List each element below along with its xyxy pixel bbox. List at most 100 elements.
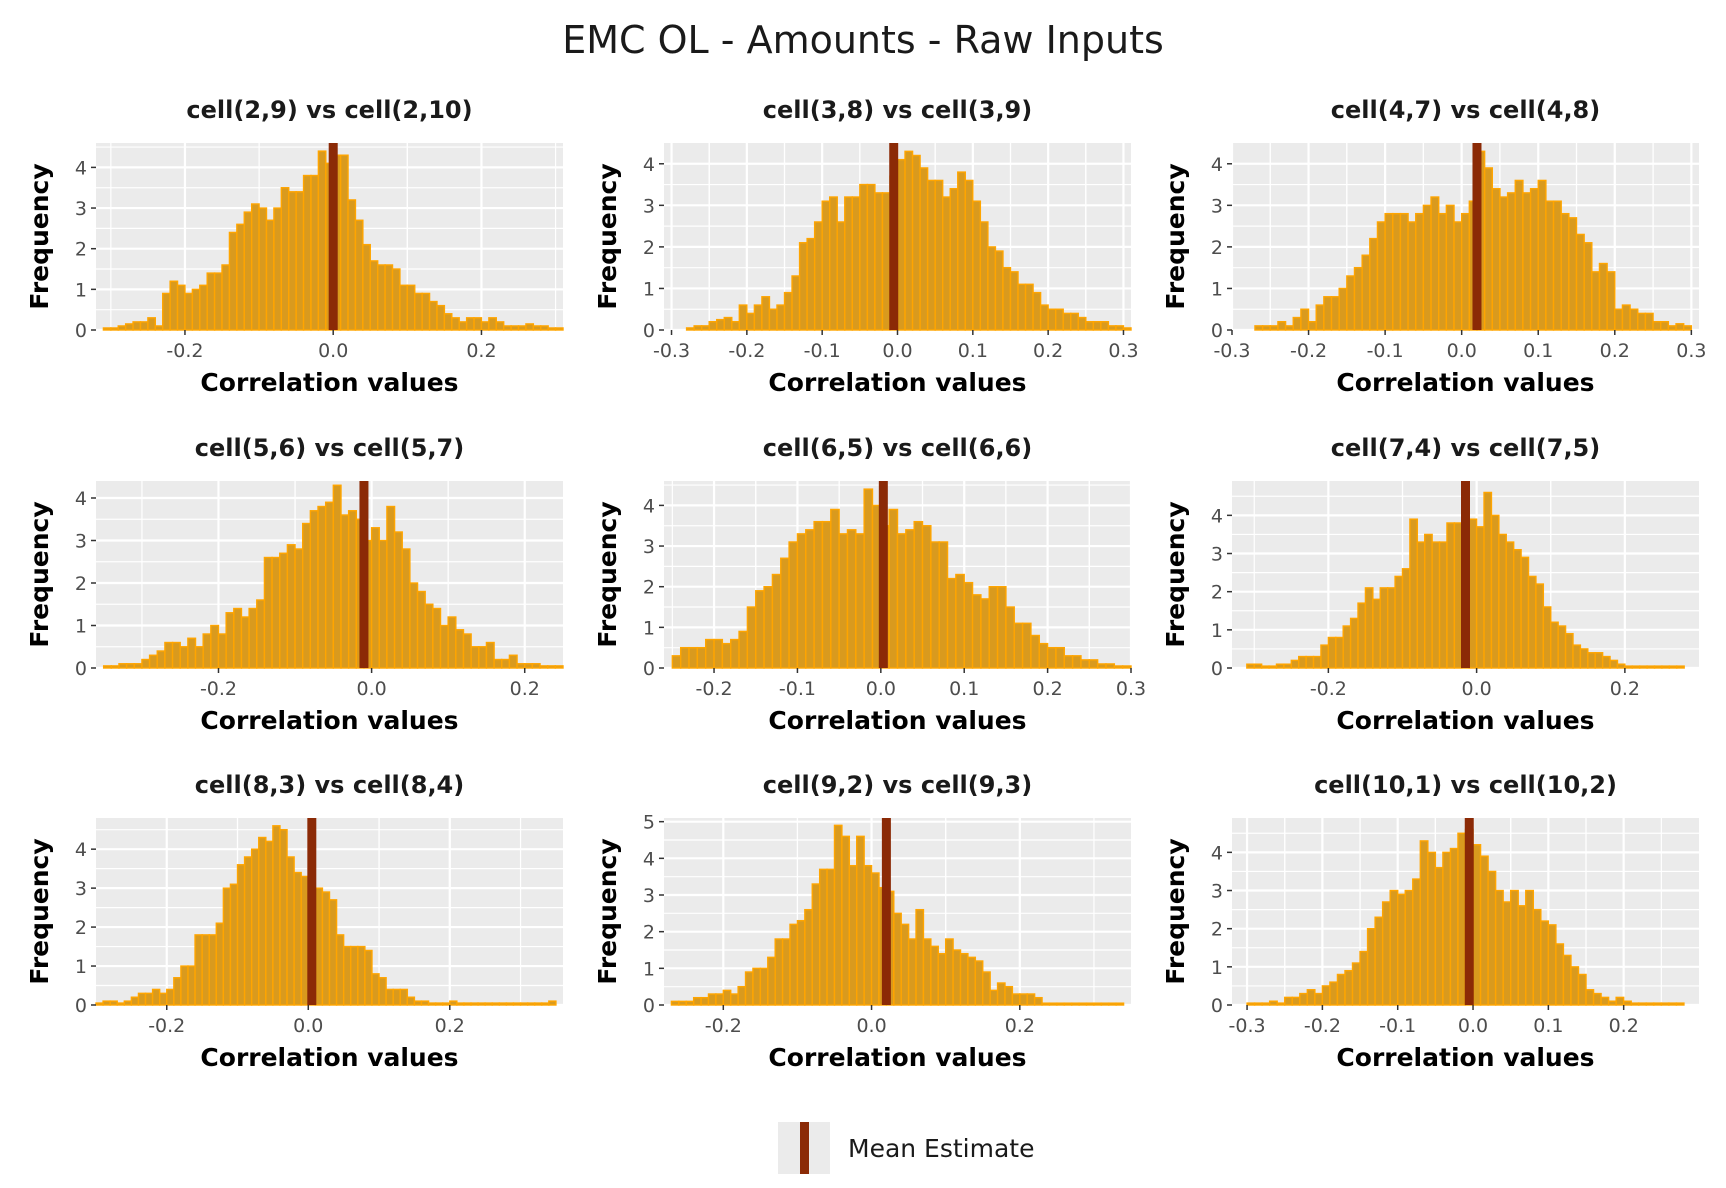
histogram-bar — [1499, 196, 1509, 331]
y-tick-label: 2 — [643, 237, 655, 259]
histogram-svg: cell(8,3) vs cell(8,4) 0 1 2 3 4 -0.2 0.0 0.2 Cor… — [25, 771, 563, 1072]
histogram-bar — [202, 633, 212, 669]
histogram-bar — [406, 996, 416, 1006]
histogram-bar — [1562, 954, 1572, 1006]
mean-estimate-line — [878, 481, 888, 668]
histogram-panel: cell(2,9) vs cell(2,10) 0 1 2 3 4 -0.2 0.0 0.2 Co… — [0, 85, 574, 415]
histogram-bar — [151, 988, 161, 1006]
histogram-bar — [716, 318, 725, 331]
histogram-bar — [1637, 312, 1647, 331]
histogram-bar — [141, 658, 151, 669]
histogram-bar — [759, 967, 769, 1006]
histogram-bar — [199, 284, 208, 331]
histogram-bar — [1592, 992, 1602, 1006]
x-axis-title: Correlation values — [200, 368, 458, 397]
histogram-bar — [222, 887, 232, 1006]
histogram-bar — [540, 325, 549, 331]
histogram-bar — [1675, 1002, 1685, 1006]
histogram-bar — [1453, 522, 1463, 669]
histogram-bar — [1498, 533, 1507, 669]
histogram-bar — [1113, 665, 1124, 669]
mean-estimate-line — [359, 481, 369, 668]
histogram-bar — [286, 856, 295, 1006]
histogram-bar — [485, 641, 495, 669]
histogram-bar — [780, 557, 790, 669]
histogram-bar — [1529, 188, 1539, 331]
histogram-bar — [1017, 283, 1027, 331]
histogram-bar — [930, 945, 939, 1006]
histogram-bar — [317, 505, 327, 669]
histogram-bar — [210, 624, 220, 669]
histogram-panel: cell(8,3) vs cell(8,4) 0 1 2 3 4 -0.2 0.0 0.2 Cor… — [0, 760, 574, 1090]
histogram-bar — [123, 1000, 133, 1006]
legend-key — [778, 1122, 830, 1174]
histogram-bar — [774, 938, 784, 1006]
histogram-bar — [357, 945, 366, 1006]
histogram-bar — [938, 541, 949, 669]
x-tick-label: -0.2 — [1310, 678, 1347, 700]
histogram-bar — [1011, 993, 1021, 1006]
y-axis-title: Frequency — [593, 838, 622, 984]
y-axis-title: Frequency — [1161, 163, 1190, 309]
histogram-bar — [971, 594, 982, 669]
histogram-bar — [391, 268, 401, 331]
histogram-panel: cell(7,4) vs cell(7,5) 0 1 2 3 4 -0.2 0.0 0.2 Cor… — [1136, 423, 1710, 753]
y-tick-label: 3 — [1211, 881, 1223, 903]
x-tick-label: 0.0 — [1447, 340, 1477, 362]
histogram-bar — [484, 1002, 493, 1006]
y-tick-label: 4 — [1211, 842, 1223, 864]
x-axis-title: Correlation values — [1336, 368, 1594, 397]
histogram-bar — [1550, 621, 1559, 669]
x-tick-label: -0.3 — [1213, 340, 1250, 362]
panel-title: cell(4,7) vs cell(4,8) — [1331, 96, 1600, 124]
histogram-bar — [855, 533, 865, 669]
histogram-bar — [1292, 316, 1302, 331]
histogram-bar — [848, 864, 858, 1006]
histogram-bar — [1329, 981, 1339, 1006]
histogram-bar — [369, 260, 379, 331]
histogram-bar — [102, 327, 112, 331]
histogram-bar — [401, 548, 411, 669]
x-tick-label: -0.1 — [779, 678, 816, 700]
histogram-bar — [1100, 320, 1110, 331]
histogram-bar — [905, 529, 915, 669]
x-tick-label: 0.1 — [1523, 340, 1553, 362]
histogram-bar — [554, 665, 564, 669]
histogram-bar — [1491, 188, 1501, 331]
histogram-svg: cell(6,5) vs cell(6,6) 0 1 2 3 4 -0.2 -0.1 0.0 0.… — [593, 434, 1146, 735]
x-axis-title: Correlation values — [768, 368, 1026, 397]
histogram-bar — [279, 828, 288, 1006]
histogram-bar — [755, 590, 765, 669]
y-tick-label: 0 — [643, 995, 655, 1017]
histogram-bar — [1349, 617, 1359, 669]
histogram-bar — [516, 663, 526, 669]
histogram-bar — [1438, 212, 1448, 331]
histogram-bar — [1472, 844, 1482, 1006]
x-tick-label: -0.2 — [695, 678, 732, 700]
histogram-panel: cell(5,6) vs cell(5,7) 0 1 2 3 4 -0.2 0.0 0.2 Cor… — [0, 423, 574, 753]
histogram-bar — [125, 663, 135, 669]
histogram-bar — [427, 1002, 437, 1006]
histogram-bar — [841, 835, 851, 1006]
x-axis-title: Correlation values — [1336, 1043, 1594, 1072]
histogram-bar — [1321, 985, 1331, 1006]
histogram-bar — [1105, 663, 1116, 669]
histogram-bar — [1522, 192, 1532, 331]
histogram-bar — [1600, 996, 1610, 1006]
histogram-bar — [414, 292, 423, 331]
x-axis-title: Correlation values — [768, 1043, 1026, 1072]
y-tick-label: 2 — [643, 577, 655, 599]
mean-estimate-line — [1472, 143, 1482, 330]
histogram-bar — [130, 996, 140, 1006]
histogram-bar — [1389, 889, 1399, 1006]
histogram-bar — [1675, 323, 1685, 331]
histogram-bar — [1366, 927, 1376, 1006]
histogram-bar — [462, 633, 472, 669]
histogram-bar — [1430, 196, 1440, 331]
y-tick-label: 4 — [75, 157, 87, 179]
histogram-bar — [148, 654, 158, 669]
histogram-bar — [746, 312, 756, 331]
histogram-bar — [350, 945, 359, 1006]
histogram-bar — [1077, 316, 1087, 331]
histogram-bar — [1564, 632, 1574, 669]
